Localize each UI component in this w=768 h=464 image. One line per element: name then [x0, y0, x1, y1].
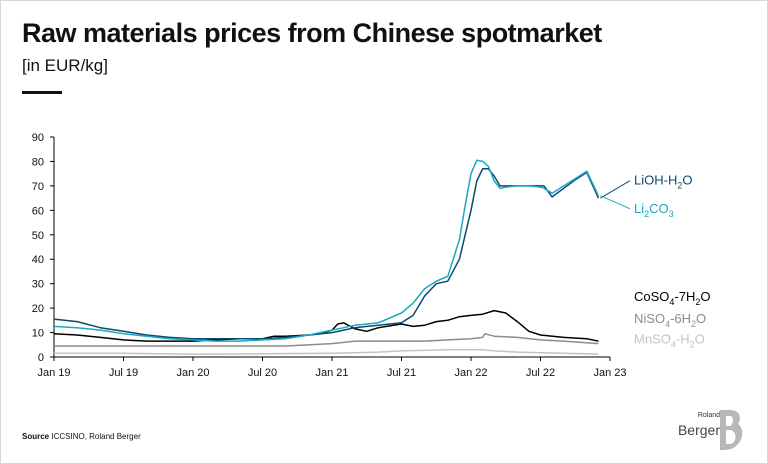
y-tick-label: 30	[32, 279, 44, 291]
x-tick-label: Jan 20	[176, 367, 209, 379]
x-tick-label: Jul 21	[387, 367, 416, 379]
logo-b-mark-icon	[720, 410, 743, 450]
logo-text-berger: Berger	[677, 422, 720, 438]
series-leader-line	[600, 195, 631, 210]
y-tick-label: 50	[32, 230, 44, 242]
chart-series	[53, 159, 600, 355]
source-note: Source ICCSINO, Roland Berger	[22, 432, 141, 441]
chart-series-labels: LiOH-H2O Li2CO3 CoSO4-7H2O NiSO4-6H2O MnSO4-…	[600, 173, 711, 350]
x-tick-label: Jan 22	[454, 367, 487, 379]
series-label-mnso4-h2o: MnSO4-H2O	[634, 332, 705, 350]
source-text: ICCSINO, Roland Berger	[51, 432, 141, 441]
series-label-niso4-6h2o: NiSO4-6H2O	[634, 311, 706, 329]
chart-axes: 0 10 20 30 40 50 60 70 80 90 Jan 19 Jul 19 Jan 20 Jul…	[32, 132, 627, 379]
series-label-coso4-7h2o: CoSO4-7H2O	[634, 289, 711, 307]
y-tick-label: 0	[38, 352, 44, 364]
x-tick-label: Jan 23	[593, 367, 626, 379]
series-line-li2co3	[53, 159, 600, 342]
x-tick-label: Jan 21	[315, 367, 348, 379]
x-tick-label: Jan 19	[37, 367, 70, 379]
logo-text-roland: Roland	[697, 412, 720, 419]
chart-title: Raw materials prices from Chinese spotma…	[22, 18, 602, 48]
series-label-li2co3: Li2CO3	[634, 201, 674, 219]
source-label: Source	[22, 432, 50, 441]
x-tick-label: Jul 19	[109, 367, 138, 379]
series-line-coso4-7h2o	[53, 309, 599, 342]
y-tick-label: 40	[32, 254, 44, 266]
y-tick-label: 20	[32, 303, 44, 315]
series-line-mnso4-h2o	[54, 348, 599, 355]
chart-unit-label: [in EUR/kg]	[22, 56, 108, 75]
y-tick-label: 60	[32, 205, 44, 217]
series-leader-line	[600, 180, 631, 199]
x-tick-label: Jul 20	[248, 367, 277, 379]
y-tick-label: 80	[32, 156, 44, 168]
y-tick-label: 10	[32, 328, 44, 340]
x-tick-label: Jul 22	[526, 367, 555, 379]
y-tick-label: 90	[32, 132, 44, 144]
series-line-niso4-6h2o	[54, 333, 599, 347]
y-tick-label: 70	[32, 181, 44, 193]
title-underline	[22, 91, 62, 94]
roland-berger-logo: Roland Berger	[668, 408, 748, 452]
series-label-lioh-h2o: LiOH-H2O	[634, 173, 692, 191]
series-line-lioh-h2o	[53, 168, 600, 340]
